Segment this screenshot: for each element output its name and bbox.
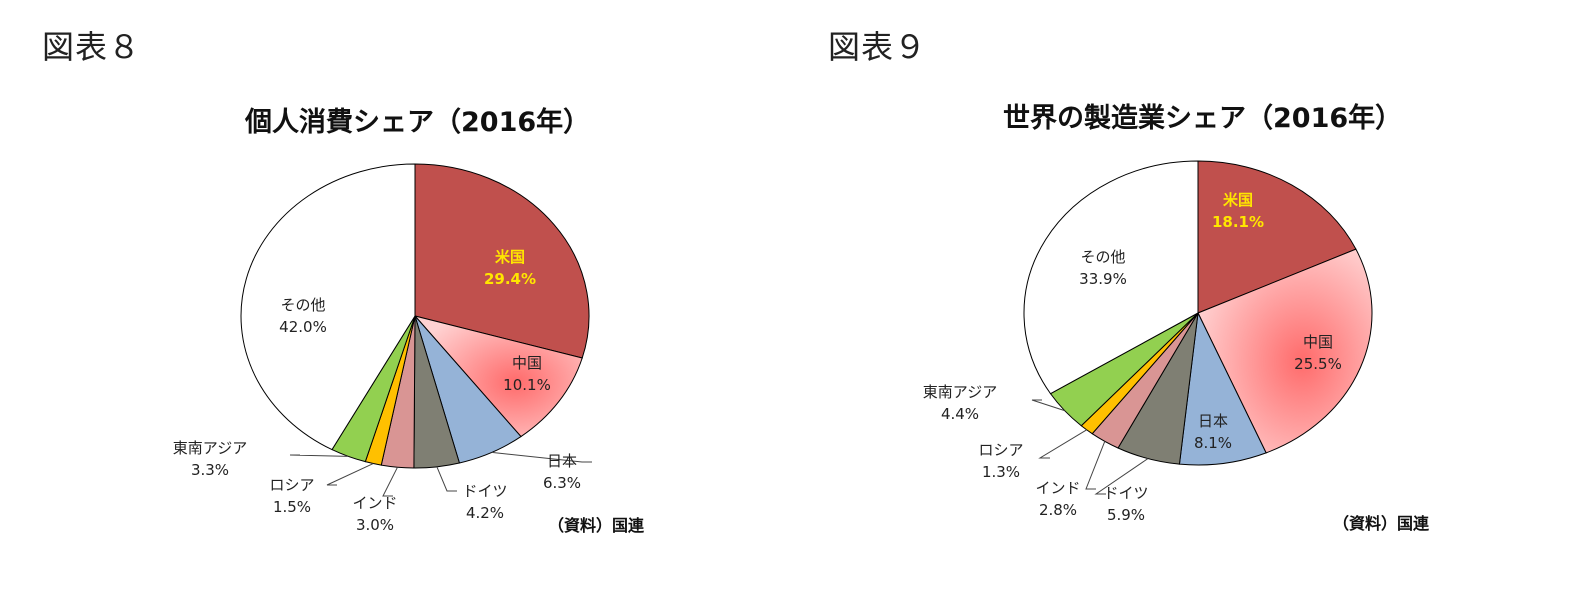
- slice-value-japan: 8.1%: [1194, 434, 1232, 452]
- leader-line-russia: [1038, 429, 1087, 459]
- slice-label-india: インド: [1035, 479, 1080, 497]
- slice-value-india: 2.8%: [1039, 501, 1077, 519]
- slice-label-southeast-asia: 東南アジア: [173, 439, 247, 457]
- slice-value-china: 10.1%: [503, 376, 551, 394]
- slice-label-germany: ドイツ: [462, 482, 507, 500]
- leader-line-russia: [326, 463, 374, 486]
- slice-value-us: 18.1%: [1212, 213, 1264, 231]
- slice-value-southeast-asia: 4.4%: [941, 405, 979, 423]
- slice-label-india: インド: [352, 494, 397, 512]
- slice-label-china: 中国: [512, 354, 542, 372]
- slice-value-germany: 4.2%: [466, 504, 504, 522]
- leader-line-india: [1085, 441, 1106, 490]
- slice-label-china: 中国: [1303, 333, 1333, 351]
- pie-slice-us: [1197, 160, 1357, 314]
- leader-line-india: [382, 466, 398, 497]
- slice-value-india: 3.0%: [356, 516, 394, 534]
- pie-slice-japan: [1178, 311, 1267, 466]
- slice-value-southeast-asia: 3.3%: [191, 461, 229, 479]
- source-note-8: （資料）国連: [548, 516, 645, 535]
- pie-chart-personal-consumption: 米国 29.4% 中国 10.1% 日本 6.3% ドイツ 4.2% インド 3.0% ロシア 1.5…: [173, 163, 592, 534]
- slice-label-russia: ロシア: [978, 441, 1023, 459]
- leader-line-southeast-asia: [289, 454, 349, 457]
- slice-value-japan: 6.3%: [543, 474, 581, 492]
- slice-value-other: 33.9%: [1079, 270, 1127, 288]
- slice-value-germany: 5.9%: [1107, 506, 1145, 524]
- chart-title-manufacturing: 世界の製造業シェア（2016年）: [1003, 103, 1403, 134]
- slice-value-russia: 1.5%: [273, 498, 311, 516]
- slice-value-other: 42.0%: [279, 318, 327, 336]
- slice-label-us: 米国: [1223, 191, 1253, 209]
- source-note-9: （資料）国連: [1333, 514, 1430, 533]
- figure-label-8: 図表８: [42, 28, 142, 66]
- pie-chart-manufacturing: 米国 18.1% 中国 25.5% 日本 8.1% ドイツ 5.9% インド 2.8% ロシア 1.3…: [923, 160, 1373, 524]
- slice-label-japan: 日本: [547, 452, 577, 470]
- pie-slice-other: [1023, 160, 1199, 395]
- figure-label-9: 図表９: [828, 28, 928, 66]
- slice-label-us: 米国: [495, 248, 525, 266]
- slice-value-china: 25.5%: [1294, 355, 1342, 373]
- leader-line-southeast-asia: [1031, 399, 1065, 412]
- slice-value-us: 29.4%: [484, 270, 536, 288]
- leader-line-japan: [491, 451, 592, 463]
- chart-title-personal-consumption: 個人消費シェア（2016年）: [245, 107, 591, 138]
- slice-value-russia: 1.3%: [982, 463, 1020, 481]
- leader-line-germany: [436, 466, 457, 492]
- slice-label-southeast-asia: 東南アジア: [923, 383, 997, 401]
- pie-slice-us: [414, 163, 590, 359]
- slice-label-germany: ドイツ: [1103, 484, 1148, 502]
- slice-label-other: その他: [280, 296, 325, 314]
- slice-label-other: その他: [1080, 248, 1125, 266]
- leader-line-germany: [1094, 458, 1149, 495]
- slice-label-japan: 日本: [1198, 412, 1228, 430]
- pie-slice-other: [240, 163, 416, 451]
- slice-label-russia: ロシア: [269, 476, 314, 494]
- pie-slice-china: [413, 315, 583, 438]
